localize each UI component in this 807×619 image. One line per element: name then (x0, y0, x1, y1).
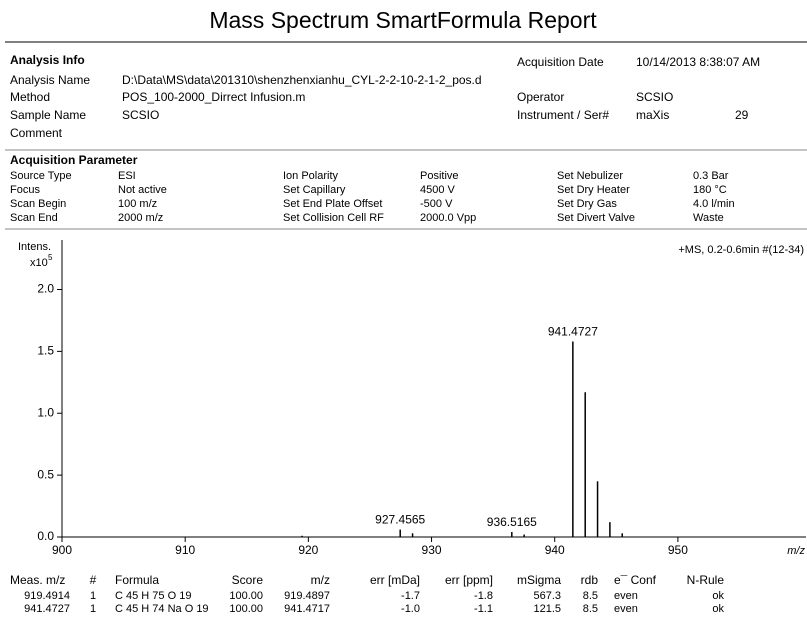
x-tick-label: 930 (422, 543, 442, 557)
field-label: Acquisition Date (517, 55, 604, 69)
param-label: Set Nebulizer (557, 170, 623, 182)
table-header: Formula (115, 573, 159, 587)
y-unit: x10 (30, 257, 48, 269)
table-cell: 100.00 (229, 603, 263, 615)
table-cell: 919.4914 (24, 590, 70, 602)
param-value: 2000 m/z (118, 212, 163, 224)
table-cell: 919.4897 (284, 590, 330, 602)
table-cell: 121.5 (533, 603, 561, 615)
field-value: D:\Data\MS\data\201310\shenzhenxianhu_CY… (122, 73, 482, 87)
table-header: # (90, 573, 97, 587)
param-value: 4.0 l/min (693, 198, 735, 210)
field-value: SCSIO (122, 108, 159, 122)
param-value: 4500 V (420, 184, 456, 196)
table-cell: ok (712, 603, 724, 615)
table-header: rdb (581, 573, 599, 587)
field-label: Instrument / Ser# (517, 108, 609, 122)
y-axis-label: Intens. (18, 241, 51, 253)
param-value: Positive (420, 170, 459, 182)
section-heading: Analysis Info (10, 53, 85, 67)
table-cell: 8.5 (583, 603, 598, 615)
peak-label: 936.5165 (487, 515, 537, 529)
y-tick-label: 1.0 (37, 405, 54, 419)
table-cell: 8.5 (583, 590, 598, 602)
param-value: 180 °C (693, 184, 727, 196)
param-label: Set Divert Valve (557, 212, 635, 224)
y-tick-label: 0.0 (37, 529, 54, 543)
field-label: Method (10, 90, 50, 104)
field-label: Comment (10, 126, 63, 140)
section-heading: Acquisition Parameter (10, 153, 138, 167)
field-value: maXis (636, 108, 669, 122)
param-value: 0.3 Bar (693, 170, 729, 182)
x-axis-label: m/z (787, 545, 805, 557)
table-header: err [mDa] (370, 573, 420, 587)
param-label: Set Capillary (283, 184, 346, 196)
table-cell: -1.8 (474, 590, 493, 602)
table-header: Score (232, 573, 264, 587)
report-title: Mass Spectrum SmartFormula Report (209, 7, 597, 33)
table-header: e¯ Conf (614, 573, 657, 587)
x-tick-label: 900 (52, 543, 72, 557)
table-cell: 567.3 (533, 590, 561, 602)
field-value: SCSIO (636, 90, 673, 104)
table-cell: even (614, 590, 638, 602)
table-header: Meas. m/z (10, 573, 65, 587)
annotation: +MS, 0.2-0.6min #(12-34) (678, 244, 804, 256)
field-label: Sample Name (10, 108, 86, 122)
param-value: Waste (693, 212, 724, 224)
x-tick-label: 910 (175, 543, 195, 557)
table-cell: 941.4717 (284, 603, 330, 615)
param-label: Ion Polarity (283, 170, 339, 182)
table-header: m/z (311, 573, 330, 587)
field-value: POS_100-2000_Dirrect Infusion.m (122, 90, 305, 104)
table-cell: 1 (90, 590, 96, 602)
table-cell: ok (712, 590, 724, 602)
param-label: Set End Plate Offset (283, 198, 382, 210)
field-value: 10/14/2013 8:38:07 AM (636, 55, 760, 69)
table-cell: 1 (90, 603, 96, 615)
peak-label: 927.4565 (375, 513, 425, 527)
y-tick-label: 1.5 (37, 344, 54, 358)
param-label: Source Type (10, 170, 72, 182)
table-cell: -1.1 (474, 603, 493, 615)
table-header: err [ppm] (445, 573, 493, 587)
table-cell: 100.00 (229, 590, 263, 602)
y-tick-label: 0.5 (37, 467, 54, 481)
y-tick-label: 2.0 (37, 282, 54, 296)
x-tick-label: 920 (298, 543, 318, 557)
table-cell: C 45 H 75 O 19 (115, 590, 191, 602)
x-tick-label: 950 (668, 543, 688, 557)
table-header: N-Rule (687, 573, 725, 587)
x-tick-label: 940 (545, 543, 565, 557)
y-unit-exp: 5 (48, 253, 53, 262)
table-cell: even (614, 603, 638, 615)
param-label: Scan Begin (10, 198, 66, 210)
table-cell: -1.0 (401, 603, 420, 615)
field-value: 29 (735, 108, 749, 122)
table-cell: -1.7 (401, 590, 420, 602)
param-value: Not active (118, 184, 167, 196)
param-label: Set Collision Cell RF (283, 212, 384, 224)
peak-label: 941.4727 (548, 325, 598, 339)
param-value: 2000.0 Vpp (420, 212, 476, 224)
param-value: -500 V (420, 198, 453, 210)
param-label: Set Dry Gas (557, 198, 617, 210)
table-cell: C 45 H 74 Na O 19 (115, 603, 209, 615)
param-label: Focus (10, 184, 40, 196)
table-cell: 941.4727 (24, 603, 70, 615)
param-value: ESI (118, 170, 136, 182)
field-label: Analysis Name (10, 73, 90, 87)
param-value: 100 m/z (118, 198, 157, 210)
field-label: Operator (517, 90, 564, 104)
table-header: mSigma (517, 573, 561, 587)
param-label: Scan End (10, 212, 58, 224)
param-label: Set Dry Heater (557, 184, 630, 196)
